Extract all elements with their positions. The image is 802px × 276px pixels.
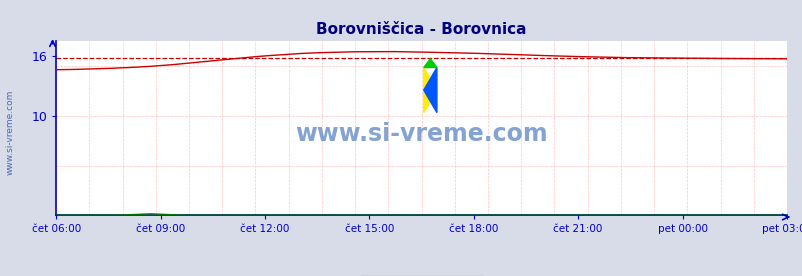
- Text: www.si-vreme.com: www.si-vreme.com: [295, 121, 547, 145]
- Polygon shape: [423, 67, 436, 113]
- Text: www.si-vreme.com: www.si-vreme.com: [6, 90, 15, 175]
- Polygon shape: [423, 67, 436, 113]
- Polygon shape: [423, 59, 436, 67]
- Title: Borovniščica - Borovnica: Borovniščica - Borovnica: [316, 22, 526, 38]
